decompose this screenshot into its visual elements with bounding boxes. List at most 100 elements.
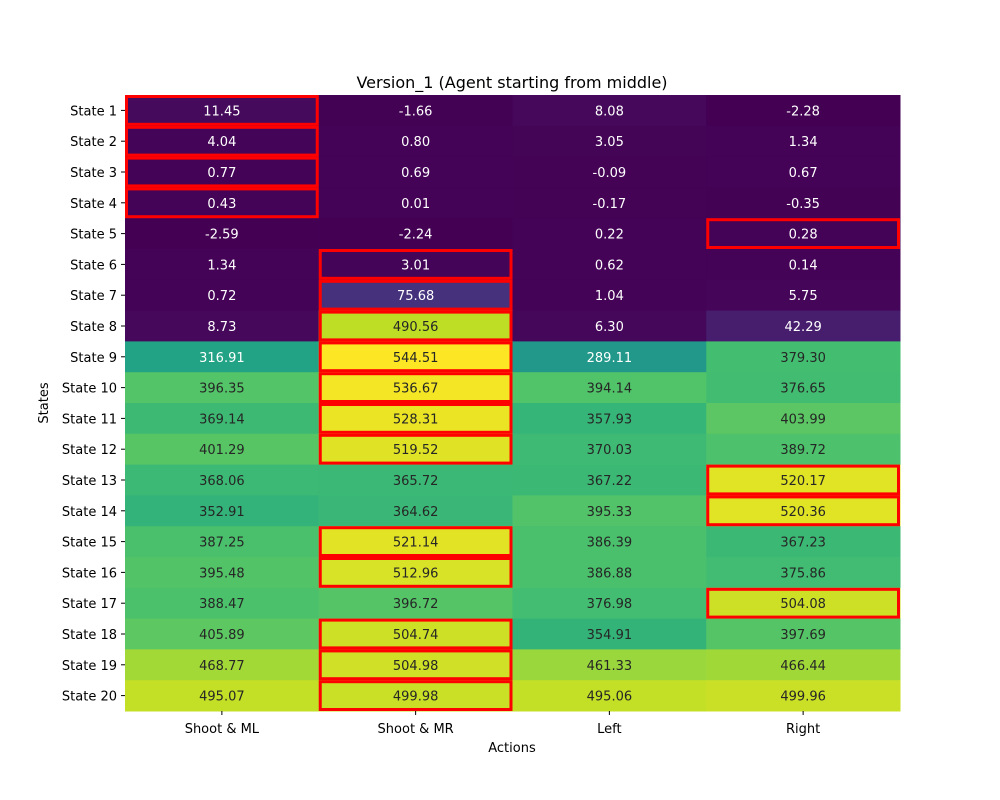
row-tick-label: State 4 [70, 197, 117, 212]
row-tick-label: State 9 [70, 351, 117, 366]
heatmap-cell [512, 187, 707, 219]
cell-value-label: 495.07 [199, 690, 245, 705]
heatmap-cell [512, 249, 707, 281]
cell-value-label: 365.72 [393, 474, 439, 489]
y-axis-label: States [37, 382, 52, 423]
cell-value-label: 0.62 [595, 258, 624, 273]
heatmap-cell [706, 403, 901, 435]
heatmap-cell [125, 680, 320, 712]
row-tick-label: State 19 [62, 659, 117, 674]
row-tick-label: State 2 [70, 135, 117, 150]
heatmap-cell [318, 279, 513, 312]
heatmap-cell [706, 125, 901, 158]
heatmap-cell [512, 218, 707, 250]
cell-value-label: 520.36 [780, 505, 826, 520]
heatmap-cell [318, 649, 513, 681]
row-tick-label: State 6 [70, 258, 117, 273]
cell-value-label: 519.52 [393, 443, 439, 458]
heatmap-cell [706, 249, 901, 281]
cell-value-label: 504.08 [780, 597, 826, 612]
heatmap-cell [706, 372, 901, 404]
row-tick-label: State 16 [62, 566, 117, 581]
cell-value-label: 401.29 [199, 443, 245, 458]
cell-value-label: 0.28 [789, 228, 818, 243]
row-max-highlight [318, 618, 513, 650]
heatmap-cell [706, 310, 901, 342]
heatmap-cell [125, 464, 320, 496]
heatmap-cell [318, 249, 513, 281]
heatmap-cell [318, 433, 513, 466]
cell-value-label: 544.51 [393, 351, 439, 366]
cell-value-label: 4.04 [207, 135, 236, 150]
cell-value-label: 3.01 [401, 258, 430, 273]
heatmap-cell [512, 557, 707, 589]
heatmap-cell [512, 372, 707, 404]
row-tick-label: State 5 [70, 228, 117, 243]
cell-value-label: -0.17 [593, 197, 627, 212]
cell-value-label: 357.93 [587, 412, 633, 427]
cell-value-label: 386.39 [587, 536, 633, 551]
cell-value-label: 520.17 [780, 474, 826, 489]
heatmap-cell [318, 587, 513, 620]
row-tick-label: State 18 [62, 628, 117, 643]
heatmap-cell [125, 433, 320, 466]
heatmap-cell [512, 618, 707, 650]
heatmap-cell [706, 279, 901, 312]
row-tick-label: State 13 [62, 474, 117, 489]
heatmap-cell [706, 526, 901, 558]
cell-value-label: 376.98 [587, 597, 633, 612]
heatmap-cell [706, 218, 901, 250]
row-tick-label: State 1 [70, 104, 117, 119]
heatmap-cell [512, 310, 707, 342]
row-max-highlight [318, 433, 513, 465]
cell-value-label: 75.68 [397, 289, 434, 304]
heatmap-cell [318, 156, 513, 188]
heatmap-cell [706, 464, 901, 496]
cell-value-label: 504.74 [393, 628, 439, 643]
cell-value-label: 375.86 [780, 566, 826, 581]
cell-value-label: 0.22 [595, 228, 624, 243]
cell-value-label: -2.59 [205, 228, 239, 243]
row-max-highlight [318, 341, 513, 373]
cell-value-label: 8.73 [207, 320, 236, 335]
cell-value-label: 368.06 [199, 474, 245, 489]
heatmap-cell [125, 495, 320, 527]
row-max-highlight [318, 680, 513, 712]
row-tick-label: State 8 [70, 320, 117, 335]
heatmap-cell [125, 218, 320, 250]
heatmap-cell [318, 310, 513, 342]
cell-value-label: 1.34 [207, 258, 236, 273]
row-tick-label: State 17 [62, 597, 117, 612]
heatmap-cell [706, 433, 901, 466]
cell-value-label: 386.88 [587, 566, 633, 581]
chart-title: Version_1 (Agent starting from middle) [356, 73, 667, 93]
heatmap-cell [512, 587, 707, 620]
cell-value-label: 364.62 [393, 505, 439, 520]
cell-value-label: 8.08 [595, 104, 624, 119]
heatmap-cell [125, 649, 320, 681]
heatmap-cell [318, 680, 513, 712]
cell-value-label: 11.45 [203, 104, 240, 119]
heatmap-cell [318, 341, 513, 373]
cell-value-label: -0.09 [593, 166, 627, 181]
heatmap-cell [125, 249, 320, 281]
row-tick-label: State 7 [70, 289, 117, 304]
heatmap-cell [318, 495, 513, 527]
heatmap-cell [318, 125, 513, 158]
heatmap-cell [706, 618, 901, 650]
cell-value-label: 1.04 [595, 289, 624, 304]
heatmap-cell [706, 649, 901, 681]
cell-value-label: 499.98 [393, 690, 439, 705]
heatmap-cell [125, 279, 320, 312]
cell-value-label: 0.01 [401, 197, 430, 212]
row-tick-label: State 11 [62, 412, 117, 427]
cell-value-label: 352.91 [199, 505, 245, 520]
heatmap-cell [512, 464, 707, 496]
cell-value-label: 528.31 [393, 412, 439, 427]
cell-value-label: 395.33 [587, 505, 633, 520]
cell-value-label: -2.28 [786, 104, 820, 119]
cell-value-label: 512.96 [393, 566, 439, 581]
row-tick-label: State 3 [70, 166, 117, 181]
heatmap-cell [125, 187, 320, 219]
